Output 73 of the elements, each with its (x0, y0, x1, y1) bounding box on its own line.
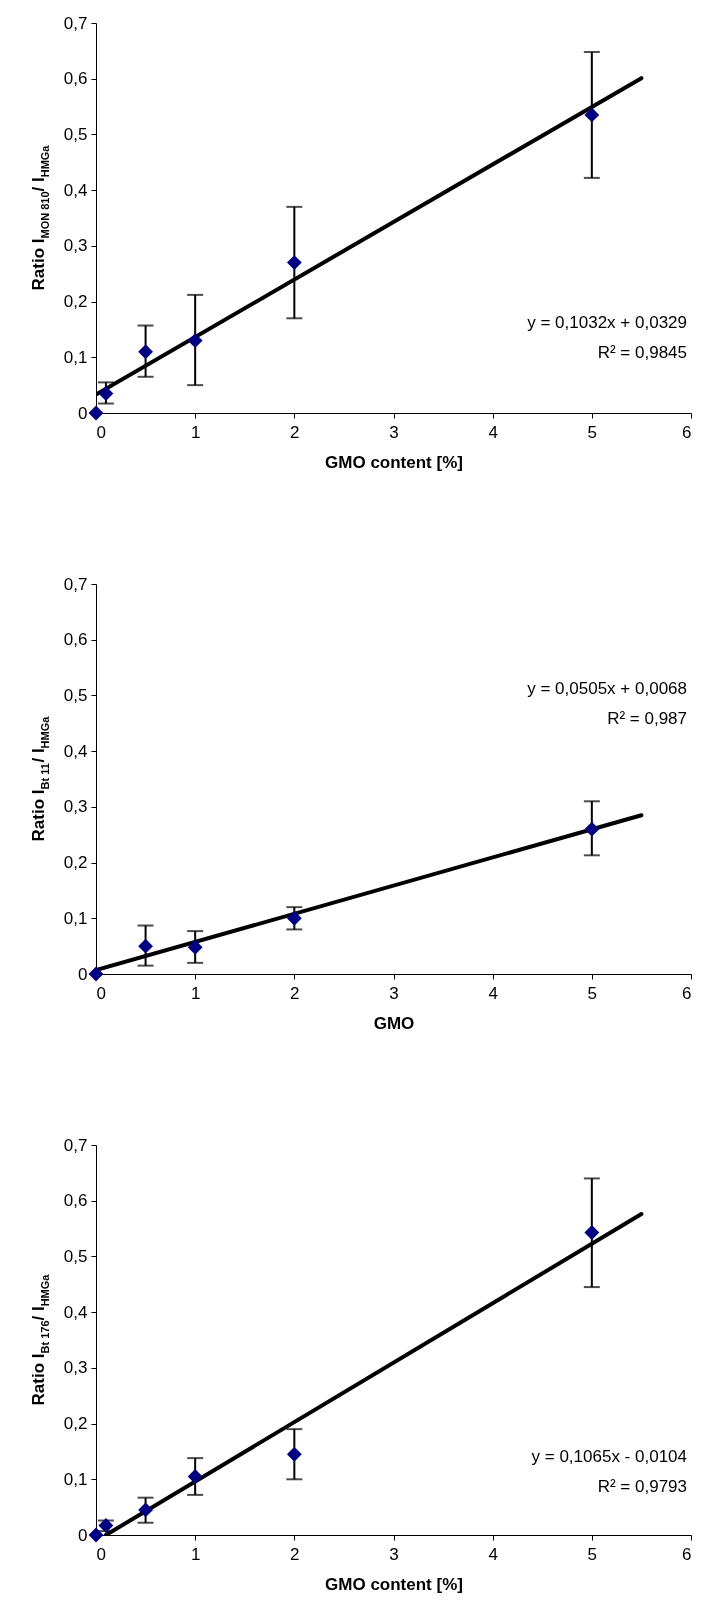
y-tick-label: 0,2 (63, 292, 88, 312)
x-tick-label: 5 (587, 422, 598, 442)
annotation: R² = 0,987 (607, 709, 687, 729)
y-tick-label: 0,3 (63, 236, 88, 256)
y-tick-label: 0,3 (63, 1358, 88, 1378)
y-tick-label: 0,3 (63, 797, 88, 817)
x-tick-label: 4 (488, 422, 498, 442)
x-tick-label: 1 (190, 422, 201, 442)
y-tick-label: 0,2 (63, 1414, 88, 1434)
y-tick-label: 0,4 (63, 180, 88, 200)
annotation: y = 0,1065x - 0,0104 (531, 1447, 687, 1466)
point (584, 821, 600, 837)
x-tick-label: 6 (682, 422, 692, 442)
y-tick-label: 0,4 (63, 1302, 88, 1322)
y-tick-label: 0,2 (63, 853, 88, 873)
y-tick-label: 0,5 (63, 1246, 88, 1266)
x-tick-label: 5 (587, 983, 598, 1003)
point (187, 1469, 203, 1484)
point (286, 1446, 302, 1462)
y-tick-label: 0,1 (63, 908, 88, 928)
y-tick-label: 0,6 (63, 69, 88, 89)
x-tick-label: 2 (290, 422, 300, 442)
x-axis-title: GMO (373, 1013, 415, 1033)
x-tick-label: 6 (682, 983, 692, 1003)
x-tick-label: 0 (96, 422, 106, 442)
point (187, 333, 203, 348)
x-tick-label: 5 (587, 1544, 598, 1564)
y-tick-label: 0,7 (63, 1135, 88, 1155)
point (187, 939, 203, 955)
point (98, 386, 114, 401)
x-tick-label: 2 (290, 1544, 300, 1564)
x-tick-label: 0 (96, 983, 106, 1003)
x-tick-label: 4 (488, 983, 498, 1003)
y-tick-label: 0,7 (63, 574, 88, 594)
x-tick-label: 3 (389, 983, 399, 1003)
y-tick-label: 0,1 (63, 1469, 88, 1489)
y-tick-label: 0,1 (63, 347, 88, 367)
point (88, 1527, 104, 1543)
x-tick-label: 3 (389, 1544, 399, 1564)
y-axis-title: Ratio IMON 810/ IHMGa (29, 144, 51, 291)
point (138, 344, 153, 360)
x-tick-label: 6 (682, 1544, 692, 1564)
y-tick-label: 0,6 (63, 1191, 88, 1211)
y-tick-label: 0,5 (63, 124, 88, 144)
point (584, 1225, 600, 1240)
y-tick-label: 0,4 (63, 741, 88, 761)
y-axis-title: Ratio IBt 176/ IHMGa (29, 1273, 51, 1406)
annotation: y = 0,0505x + 0,0068 (527, 679, 687, 699)
point (88, 966, 104, 982)
point (584, 107, 600, 123)
x-tick-label: 0 (96, 1544, 106, 1564)
point (138, 938, 153, 954)
y-tick-label: 0 (78, 1525, 88, 1545)
x-tick-label: 1 (190, 1544, 201, 1564)
annotation: R² = 0,9845 (597, 343, 687, 363)
point (286, 910, 302, 926)
y-tick-label: 0,5 (63, 685, 88, 705)
x-axis-title: GMO content [%] (325, 452, 463, 472)
x-tick-label: 4 (488, 1544, 498, 1564)
y-tick-label: 0 (78, 964, 88, 984)
x-tick-label: 2 (290, 983, 300, 1003)
x-tick-label: 3 (389, 422, 399, 442)
x-tick-label: 1 (190, 983, 201, 1003)
y-tick-label: 0 (78, 403, 88, 423)
point (138, 1502, 153, 1518)
point (88, 405, 104, 421)
y-tick-label: 0,6 (63, 630, 88, 650)
x-axis-title: GMO content [%] (325, 1574, 463, 1594)
y-tick-label: 0,7 (63, 13, 88, 33)
point (286, 255, 302, 270)
annotation: R² = 0,9793 (597, 1477, 687, 1496)
y-axis-title: Ratio IBt 11/ IHMGa (29, 715, 51, 842)
annotation: y = 0,1032x + 0,0329 (527, 313, 687, 333)
